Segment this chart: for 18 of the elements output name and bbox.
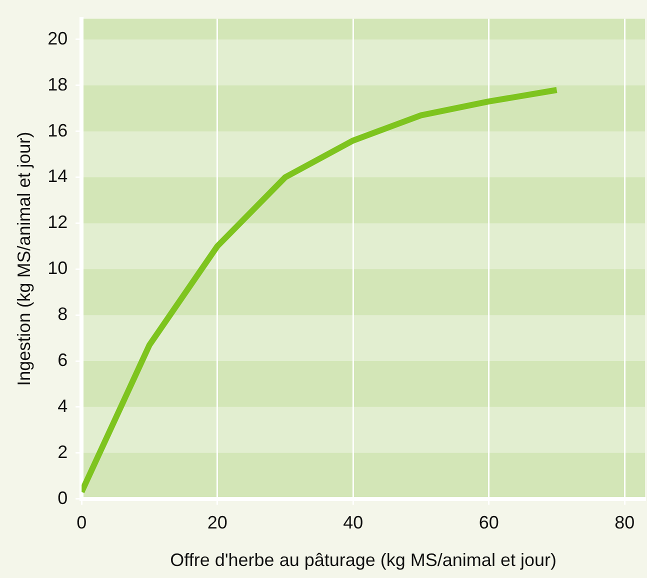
x-tick-label: 0 [76,512,87,533]
x-tick-label: 60 [478,512,499,533]
y-tick-label: 6 [58,350,68,370]
x-tick-label: 40 [343,512,364,533]
y-tick-label: 0 [58,488,68,508]
y-tick-label: 16 [48,120,68,140]
x-axis-title: Offre d'herbe au pâturage (kg MS/animal et jour) [170,550,556,570]
y-tick-label: 2 [58,442,68,462]
y-tick-label: 8 [58,304,68,324]
y-tick-label: 14 [48,166,68,186]
y-tick-label: 10 [48,258,68,278]
x-tick-label: 20 [207,512,228,533]
y-axis-title: Ingestion (kg MS/animal et jour) [14,132,34,386]
y-tick-label: 18 [48,74,68,94]
x-tick-label: 80 [614,512,635,533]
y-tick-label: 4 [58,396,68,416]
y-tick-label: 12 [48,212,68,232]
y-tick-label: 20 [48,28,68,48]
